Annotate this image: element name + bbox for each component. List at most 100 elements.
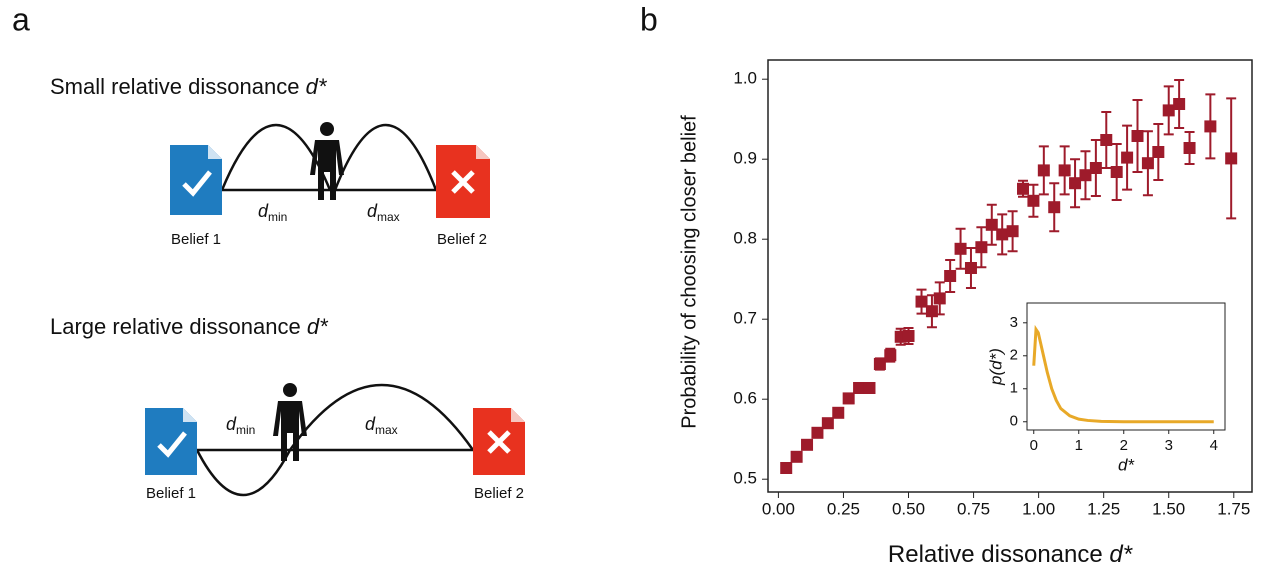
- marker: [1204, 120, 1217, 133]
- marker: [1110, 166, 1123, 178]
- person: [310, 122, 344, 200]
- document-false: [436, 145, 490, 218]
- sub: min: [268, 210, 287, 224]
- x-tick-label: 1.00: [1022, 499, 1055, 518]
- marker: [1141, 157, 1154, 170]
- marker: [842, 392, 855, 405]
- x-tick-label: 4: [1210, 437, 1218, 454]
- title-symbol: d*: [306, 74, 328, 99]
- d: d: [258, 201, 269, 221]
- y-tick-label: 3: [1010, 314, 1018, 331]
- title-text: Large relative dissonance: [50, 314, 301, 339]
- y-tick-label: 0.6: [733, 389, 757, 408]
- title-symbol: d*: [307, 314, 329, 339]
- title-text: Small relative dissonance: [50, 74, 299, 99]
- belief-label: Belief 2: [437, 231, 487, 248]
- marker: [1048, 201, 1061, 214]
- marker: [1225, 152, 1238, 165]
- marker: [964, 262, 977, 274]
- marker: [1079, 169, 1092, 182]
- y-tick-label: 0.7: [733, 309, 757, 328]
- y-tick-label: 0.8: [733, 229, 757, 248]
- y-tick-label: 0.5: [733, 469, 757, 488]
- marker: [925, 305, 938, 318]
- x-tick-label: 0.50: [892, 499, 925, 518]
- y-tick-label: 2: [1010, 347, 1018, 364]
- x-tick-label: 1.50: [1152, 499, 1185, 518]
- marker: [954, 242, 967, 255]
- y-tick-label: 1: [1010, 380, 1018, 397]
- x-axis-label: Relative dissonance d*: [888, 541, 1133, 568]
- marker: [996, 228, 1009, 241]
- d: d: [367, 201, 378, 221]
- x-label-symbol: d*: [1109, 541, 1132, 568]
- panel-label: b: [640, 1, 658, 37]
- marker: [1089, 162, 1102, 174]
- x-tick-label: 0.25: [827, 499, 860, 518]
- diagram-title: Small relative dissonance d*: [50, 74, 328, 99]
- marker: [975, 241, 988, 254]
- marker: [1058, 164, 1071, 177]
- marker: [902, 330, 915, 342]
- sub: max: [375, 423, 398, 437]
- x-tick-label: 0.75: [957, 499, 990, 518]
- sub: min: [236, 423, 255, 437]
- marker: [1006, 225, 1019, 238]
- marker: [780, 462, 793, 474]
- sub: max: [377, 210, 400, 224]
- belief-label: Belief 2: [474, 485, 524, 502]
- marker: [915, 295, 928, 308]
- marker: [1152, 146, 1165, 158]
- y-tick-label: 0.9: [733, 149, 757, 168]
- d: d: [226, 414, 237, 434]
- marker: [873, 358, 886, 370]
- plot-frame: [1026, 302, 1226, 431]
- marker: [1173, 98, 1186, 110]
- d: d: [365, 414, 376, 434]
- diagram-title: Large relative dissonance d*: [50, 314, 329, 339]
- panel-label: a: [12, 1, 30, 37]
- inset-x-label: d*: [1118, 455, 1135, 474]
- x-tick-label: 1: [1075, 437, 1083, 454]
- marker: [1100, 134, 1113, 146]
- dmin-label: dmin: [226, 414, 255, 437]
- dmin-label: dmin: [258, 201, 287, 224]
- diagram-small: [220, 124, 438, 192]
- belief-label: Belief 1: [146, 485, 196, 502]
- marker: [801, 438, 814, 451]
- y-axis-label: Probability of choosing closer belief: [678, 115, 700, 429]
- marker: [832, 406, 845, 419]
- marker: [863, 382, 876, 394]
- marker: [1162, 104, 1175, 117]
- y-tick-label: 0: [1010, 413, 1018, 430]
- document-false: [473, 408, 525, 475]
- marker: [933, 292, 946, 305]
- dmax-label: dmax: [367, 201, 400, 224]
- x-tick-label: 0: [1030, 437, 1038, 454]
- x-label-text: Relative dissonance: [888, 541, 1103, 568]
- marker: [821, 417, 834, 430]
- document-true: [145, 408, 197, 475]
- inset-y-label: p(d*): [986, 348, 1005, 386]
- x-tick-label: 1.75: [1217, 499, 1250, 518]
- document-true: [170, 145, 222, 215]
- x-tick-label: 2: [1120, 437, 1128, 454]
- belief-label: Belief 1: [171, 231, 221, 248]
- marker: [1131, 130, 1144, 142]
- marker: [985, 218, 998, 231]
- marker: [790, 450, 803, 463]
- x-tick-label: 1.25: [1087, 499, 1120, 518]
- marker: [1121, 151, 1134, 164]
- marker: [1037, 164, 1050, 177]
- marker: [1069, 177, 1082, 190]
- marker: [944, 270, 957, 282]
- y-tick-label: 1.0: [733, 69, 757, 88]
- person: [273, 383, 307, 461]
- x-tick-label: 3: [1165, 437, 1173, 454]
- marker: [1027, 194, 1040, 207]
- dmax-label: dmax: [365, 414, 398, 437]
- marker: [853, 382, 866, 394]
- marker: [884, 349, 897, 362]
